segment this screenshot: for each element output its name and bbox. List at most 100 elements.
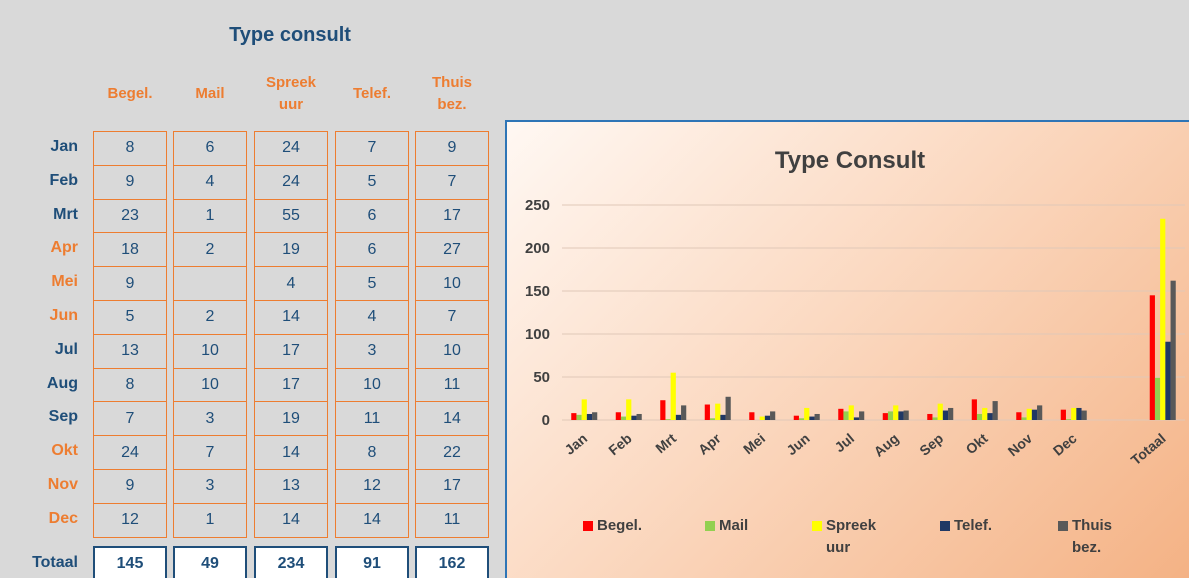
bar — [620, 416, 627, 420]
legend-label: Begel. — [597, 517, 643, 534]
table-cell: 27 — [415, 232, 489, 268]
table-cell — [173, 266, 247, 301]
table-cell: 8 — [93, 131, 167, 166]
total-cell: 91 — [335, 546, 409, 578]
bar — [1031, 409, 1038, 420]
bar — [1149, 295, 1155, 420]
bar — [982, 407, 988, 420]
bar — [670, 372, 676, 420]
table-cell: 5 — [335, 266, 409, 301]
bar — [942, 410, 949, 420]
total-cell: 145 — [93, 546, 167, 578]
bar — [1071, 407, 1077, 420]
table-cell: 7 — [335, 131, 409, 166]
table-cell: 17 — [415, 198, 489, 234]
bar — [770, 411, 776, 420]
row-label: Okt — [51, 442, 78, 460]
table-cell: 11 — [415, 367, 489, 403]
y-tick-label: 100 — [525, 326, 550, 343]
column-header: Thuis bez. — [432, 74, 472, 113]
table-cell: 14 — [254, 300, 328, 335]
bar — [615, 412, 621, 420]
table-cell: 19 — [254, 232, 328, 268]
chart-title: Type Consult — [775, 147, 925, 174]
bar — [1081, 410, 1087, 420]
table-cell: 19 — [254, 401, 328, 437]
bar — [631, 415, 637, 420]
table-cell: 7 — [415, 300, 489, 335]
total-label: Totaal — [32, 554, 78, 571]
bar — [838, 408, 844, 420]
bar — [927, 413, 933, 420]
bar — [814, 413, 820, 420]
x-tick-label: Mei — [740, 430, 768, 457]
bar — [859, 411, 865, 420]
bar — [848, 405, 854, 420]
bar — [581, 399, 587, 420]
table-cell: 8 — [335, 435, 409, 470]
table-cell: 4 — [254, 266, 328, 301]
column-header: Spreek uur — [265, 74, 317, 113]
bar — [586, 413, 593, 420]
bar — [725, 396, 731, 420]
x-tick-label: Sep — [916, 430, 946, 459]
table-cell: 3 — [173, 469, 247, 504]
bar — [971, 399, 977, 420]
y-tick-label: 0 — [542, 412, 550, 429]
bar — [1076, 407, 1082, 420]
legend-label: Thuis bez. — [1072, 517, 1112, 556]
table-cell: 10 — [173, 367, 247, 403]
bar — [1037, 405, 1043, 420]
table-cell: 5 — [335, 164, 409, 200]
bar — [853, 417, 860, 420]
table-cell: 14 — [254, 435, 328, 470]
total-cell: 162 — [415, 546, 489, 578]
row-label: Sep — [48, 408, 78, 426]
y-tick-label: 200 — [525, 240, 550, 257]
table-cell: 23 — [93, 198, 167, 234]
row-label: Mei — [51, 273, 78, 291]
bar — [576, 414, 582, 420]
x-tick-label: Jan — [561, 430, 590, 458]
row-label: Jun — [49, 307, 78, 324]
table-cell: 24 — [254, 164, 328, 200]
bar — [704, 404, 710, 420]
bar — [592, 412, 598, 420]
table-cell: 10 — [415, 333, 489, 369]
table-cell: 1 — [173, 502, 247, 538]
legend-label: Spreek uur — [826, 517, 877, 556]
bar — [976, 413, 983, 420]
table-cell: 4 — [173, 164, 247, 200]
bar — [626, 399, 632, 420]
bar — [571, 413, 577, 420]
bar — [720, 414, 726, 420]
bar — [1065, 419, 1072, 420]
bar — [675, 414, 682, 420]
x-tick-label: Mrt — [652, 430, 679, 456]
x-tick-label: Jun — [783, 430, 812, 458]
bar — [932, 417, 938, 420]
x-tick-label: Nov — [1005, 430, 1036, 459]
column-header: Mail — [195, 85, 225, 102]
bar — [898, 411, 904, 420]
table-cell: 2 — [173, 232, 247, 268]
column-header: Begel. — [107, 85, 153, 102]
legend-marker — [1058, 521, 1068, 531]
table-cell: 13 — [93, 333, 167, 369]
bar — [709, 418, 716, 420]
x-tick-label: Totaal — [1128, 430, 1169, 468]
legend-marker — [940, 521, 950, 531]
bar — [759, 416, 765, 420]
row-label: Jul — [54, 340, 78, 358]
bar — [636, 413, 642, 420]
table-cell: 1 — [173, 198, 247, 234]
legend-label: Mail — [719, 517, 749, 534]
legend-marker — [583, 521, 593, 531]
table-cell: 6 — [335, 232, 409, 268]
chart-panel — [505, 120, 1189, 578]
bar — [749, 412, 755, 420]
bar — [1016, 412, 1022, 420]
bar — [1060, 409, 1066, 420]
table-cell: 17 — [415, 469, 489, 504]
